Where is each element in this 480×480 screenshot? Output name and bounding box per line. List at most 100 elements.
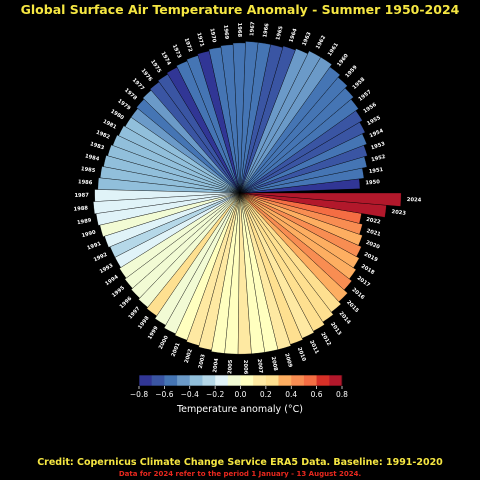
bar-2017 [239, 192, 357, 280]
colorbar-segment [202, 375, 216, 386]
colorbar-segment [291, 375, 305, 386]
year-label-1993: 1993 [99, 263, 115, 276]
year-label-1976: 1976 [140, 68, 154, 83]
year-label-2011: 2011 [308, 339, 320, 355]
colorbar-ticks: −0.8 −0.6 −0.4 −0.2 0.0 0.2 0.4 0.6 0.8 [130, 386, 348, 399]
year-label-1965: 1965 [275, 25, 284, 41]
bar-2009 [239, 192, 292, 350]
year-label-2019: 2019 [363, 252, 379, 264]
year-label-1987: 1987 [74, 193, 89, 199]
colorbar-tick-label: −0.6 [155, 390, 173, 399]
bar-1968 [232, 42, 246, 194]
credit-text: Credit: Copernicus Climate Change Servic… [37, 457, 443, 468]
bar-2020 [239, 192, 363, 246]
year-label-1957: 1957 [358, 89, 373, 103]
year-label-2012: 2012 [319, 331, 332, 347]
year-label-2018: 2018 [360, 263, 376, 276]
year-label-1991: 1991 [86, 241, 102, 252]
bar-2015 [239, 192, 348, 302]
colorbar-segment [189, 375, 203, 386]
year-label-1988: 1988 [73, 205, 88, 212]
year-label-2023: 2023 [391, 209, 406, 217]
year-label-1951: 1951 [368, 167, 384, 175]
year-label-1963: 1963 [301, 31, 312, 47]
bar-1973 [176, 60, 241, 194]
year-label-1984: 1984 [84, 153, 100, 162]
year-label-2009: 2009 [283, 353, 293, 369]
year-label-1980: 1980 [109, 108, 125, 121]
bar-1972 [186, 55, 241, 194]
year-label-1995: 1995 [111, 285, 126, 299]
year-label-1962: 1962 [315, 34, 327, 50]
bar-1974 [166, 66, 241, 194]
bar-2012 [239, 192, 325, 332]
year-label-1998: 1998 [137, 315, 151, 330]
year-label-1964: 1964 [288, 27, 298, 43]
year-label-1954: 1954 [369, 128, 385, 139]
year-label-1959: 1959 [344, 64, 358, 79]
year-label-1974: 1974 [160, 51, 172, 67]
year-label-2020: 2020 [365, 240, 381, 251]
year-label-1999: 1999 [147, 325, 160, 341]
year-label-1983: 1983 [89, 141, 105, 151]
year-label-1989: 1989 [77, 218, 93, 227]
bar-2014 [239, 192, 342, 313]
bar-2016 [239, 192, 353, 291]
year-label-2015: 2015 [345, 300, 360, 315]
year-label-1955: 1955 [366, 115, 382, 127]
colorbar-tick-label: 0.2 [260, 390, 272, 399]
data-note-text: Data for 2024 refer to the period 1 Janu… [119, 470, 361, 478]
year-label-1953: 1953 [370, 141, 386, 151]
colorbar-segment [329, 375, 343, 386]
year-label-1958: 1958 [352, 76, 367, 90]
colorbar-tick-label: −0.4 [181, 390, 199, 399]
colorbar-segment [227, 375, 241, 386]
year-label-1990: 1990 [81, 230, 97, 240]
colorbar-segment [240, 375, 254, 386]
colorbar-segment [278, 375, 292, 386]
year-label-1952: 1952 [371, 154, 387, 163]
year-label-2013: 2013 [329, 321, 342, 337]
bar-1978 [136, 98, 241, 194]
polar-bars [93, 41, 402, 355]
bar-2021 [239, 192, 363, 235]
colorbar-tick-label: 0.6 [311, 390, 323, 399]
year-label-2014: 2014 [338, 311, 352, 326]
bar-1976 [149, 81, 241, 194]
year-label-1960: 1960 [336, 53, 350, 68]
year-label-1970: 1970 [208, 28, 216, 44]
bar-1975 [157, 73, 241, 194]
bar-2013 [239, 192, 334, 323]
bar-1977 [142, 90, 241, 194]
year-label-1981: 1981 [102, 119, 118, 131]
year-label-1972: 1972 [183, 37, 194, 53]
bar-1990 [99, 192, 241, 237]
year-label-1961: 1961 [327, 42, 340, 58]
year-label-1997: 1997 [127, 306, 141, 321]
year-label-2002: 2002 [184, 348, 194, 364]
year-label-1994: 1994 [104, 274, 120, 287]
colorbar-tick-label: 0.8 [336, 390, 348, 399]
colorbar-tick-label: −0.2 [206, 390, 224, 399]
year-label-2008: 2008 [270, 356, 279, 372]
bar-1991 [104, 192, 241, 248]
year-label-1956: 1956 [362, 102, 378, 115]
year-label-1969: 1969 [222, 25, 229, 40]
colorbar-segment [316, 375, 330, 386]
colorbar-segment [151, 375, 165, 386]
bar-2011 [239, 192, 315, 339]
bar-2019 [239, 192, 362, 257]
colorbar-segment [139, 375, 152, 386]
colorbar-label: Temperature anomaly (°C) [176, 404, 303, 415]
bar-2018 [239, 192, 360, 269]
bar-1971 [197, 50, 241, 194]
year-label-1967: 1967 [249, 21, 256, 36]
year-label-1977: 1977 [131, 77, 146, 92]
year-label-2001: 2001 [171, 342, 182, 358]
bar-1962 [239, 50, 321, 194]
year-label-2022: 2022 [366, 217, 382, 226]
colorbar-tick-label: 0.0 [235, 390, 247, 399]
bar-2024 [239, 192, 402, 207]
year-label-2010: 2010 [296, 347, 307, 363]
